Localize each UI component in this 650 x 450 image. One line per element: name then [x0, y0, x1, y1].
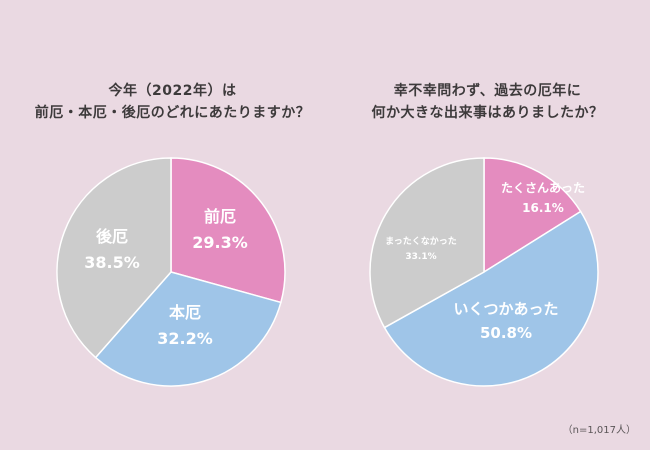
pie-chart-right: たくさんあった 16.1% いくつかあった 50.8% まったくなかった 33.1%: [369, 157, 599, 387]
pie-1-slice-1-label: いくつかあった: [453, 300, 558, 318]
pie-1-slice-1-value: 50.8%: [480, 324, 532, 342]
chart-title-right-line2: 何か大きな出来事はありましたか？: [371, 105, 604, 121]
pie-1-slice-2-label: まったくなかった: [385, 236, 457, 247]
pie-0-slice-0-label: 前厄: [204, 207, 236, 226]
pie-1-slice-2-value: 33.1%: [405, 252, 436, 262]
chart-title-left: 今年（2022年）は 前厄・本厄・後厄のどれにあたりますか？: [0, 80, 345, 124]
pie-1-slice-0: [483, 157, 582, 274]
pie-1-slice-1: [383, 210, 599, 387]
chart-title-right: 幸不幸問わず、過去の厄年に 何か大きな出来事はありましたか？: [315, 80, 650, 124]
pie-0-slice-0: [170, 157, 286, 304]
chart-title-left-line1: 今年（2022年）は: [108, 83, 237, 99]
pie-1-slice-2: [369, 157, 485, 329]
pie-0-slice-1-value: 32.2%: [157, 329, 213, 348]
pie-0-slice-2: [56, 157, 172, 359]
pie-0-slice-1: [94, 271, 282, 387]
pie-0-slice-0-value: 29.3%: [192, 233, 248, 252]
chart-title-left-line2: 前厄・本厄・後厄のどれにあたりますか？: [34, 105, 311, 121]
chart-title-right-line1: 幸不幸問わず、過去の厄年に: [393, 83, 582, 99]
pie-1-slice-0-label: たくさんあった: [501, 181, 585, 195]
pie-1-slice-0-value: 16.1%: [522, 201, 564, 215]
pie-0-slice-2-label: 後厄: [96, 227, 128, 246]
sample-size-note: （n=1,017人）: [562, 425, 636, 436]
pie-0-slice-1-label: 本厄: [169, 303, 201, 322]
pie-0-slice-2-value: 38.5%: [84, 253, 140, 272]
pie-chart-left: 前厄 29.3% 本厄 32.2% 後厄 38.5%: [56, 157, 286, 387]
